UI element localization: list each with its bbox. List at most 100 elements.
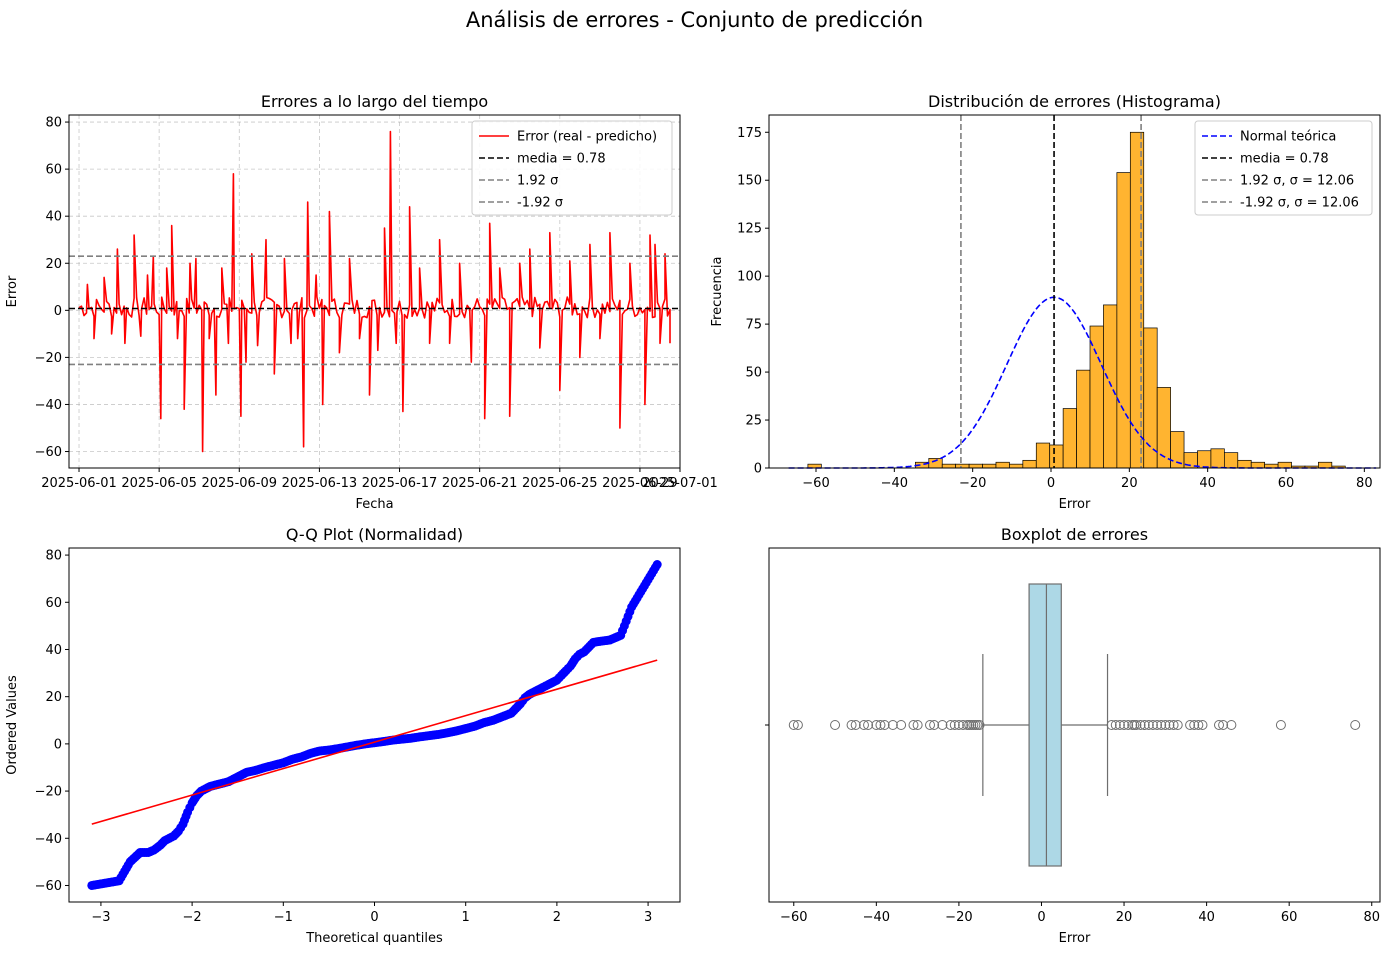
box-outlier: [929, 720, 940, 730]
hist-xtick-label: −20: [959, 476, 986, 491]
box-outlier: [1106, 720, 1117, 730]
qq-xtick-label: 0: [370, 910, 378, 925]
box-outlier: [1185, 720, 1196, 730]
qq-ytick-label: 40: [45, 643, 62, 658]
box-outlier: [830, 720, 841, 730]
hist-bar: [955, 463, 970, 469]
box-outlier: [974, 720, 985, 730]
box-xtick-label: 20: [1116, 910, 1133, 925]
ts-xtick-label: 2025-06-29: [602, 476, 678, 491]
ts-legend-label: -1.92 σ: [517, 196, 563, 211]
box-title: Boxplot de errores: [1001, 525, 1148, 544]
hist-legend-label: media = 0.78: [1240, 152, 1329, 167]
ts-ytick-label: 80: [45, 116, 62, 131]
hist-bar: [1103, 304, 1118, 469]
hist-ytick-label: 25: [745, 414, 762, 429]
hist-bar: [1210, 448, 1225, 469]
hist-legend-label: 1.92 σ, σ = 12.06: [1240, 174, 1354, 189]
qq-xtick-label: 2: [553, 910, 561, 925]
box-outlier: [1143, 720, 1154, 730]
hist-bar: [941, 463, 957, 469]
ts-xtick-label: 2025-06-17: [362, 476, 438, 491]
hist-bar: [1049, 444, 1064, 469]
ts-ytick-label: 0: [54, 304, 62, 319]
box-iqr: [1028, 583, 1062, 867]
ts-xtick-label: 2025-07-01: [642, 476, 718, 491]
box-outlier: [1152, 720, 1163, 730]
qq-xlabel: Theoretical quantiles: [305, 931, 443, 946]
qq-frame: [68, 547, 681, 903]
box-outlier: [1160, 720, 1171, 730]
ts-legend-label: media = 0.78: [517, 152, 606, 167]
hist-ytick-label: 100: [737, 270, 762, 285]
box-outlier: [1139, 720, 1150, 730]
hist-bar: [1089, 325, 1104, 469]
box-outlier: [792, 720, 803, 730]
box-outlier: [1131, 720, 1142, 730]
box-outlier: [1189, 720, 1200, 730]
box-outlier: [1350, 720, 1361, 730]
ts-ytick-label: −60: [35, 445, 62, 460]
ts-xtick-label: 2025-06-21: [442, 476, 518, 491]
box-outlier: [875, 720, 886, 730]
hist-bar: [1224, 452, 1239, 469]
hist-bar: [1237, 459, 1252, 469]
box-outlier: [1114, 720, 1125, 730]
hist-xtick-label: 80: [1356, 476, 1373, 491]
hist-ytick-label: 125: [737, 222, 762, 237]
ts-ytick-label: −20: [35, 351, 62, 366]
qq-title: Q-Q Plot (Normalidad): [286, 525, 463, 544]
hist-bar: [995, 461, 1010, 469]
box-outlier: [1110, 720, 1121, 730]
box-outlier: [937, 720, 948, 730]
box-outlier: [879, 720, 890, 730]
box-outlier: [1213, 720, 1224, 730]
hist-ytick-label: 50: [745, 366, 762, 381]
ts-ylabel: Error: [5, 275, 20, 307]
hist-ytick-label: 175: [737, 126, 762, 141]
box-xtick-label: −60: [780, 910, 807, 925]
hist-bar: [1035, 442, 1051, 469]
ts-legend-label: Error (real - predicho): [517, 130, 657, 145]
ts-ytick-label: 20: [45, 257, 62, 272]
box-outlier: [788, 720, 799, 730]
box-outlier: [1218, 720, 1229, 730]
ts-xtick-label: 2025-06-01: [41, 476, 117, 491]
qq-ytick-label: −20: [35, 785, 62, 800]
box-outlier: [863, 720, 874, 730]
hist-legend: [1194, 120, 1373, 216]
ts-ytick-label: 40: [45, 210, 62, 225]
hist-bar: [1062, 408, 1077, 469]
box-outlier: [887, 720, 898, 730]
box-frame: [768, 547, 1381, 903]
box-outlier: [1226, 720, 1237, 730]
hist-legend-label: -1.92 σ, σ = 12.06: [1240, 196, 1359, 211]
qq-point: [652, 560, 662, 570]
box-outlier: [1135, 720, 1146, 730]
ts-xtick-label: 2025-06-09: [201, 476, 277, 491]
hist-ytick-label: 150: [737, 174, 762, 189]
hist-ytick-label: 75: [745, 318, 762, 333]
box-xtick-label: 60: [1281, 910, 1298, 925]
box-outlier: [949, 720, 960, 730]
box-outlier: [1119, 720, 1130, 730]
hist-bar: [1277, 461, 1292, 469]
box-xtick-label: 0: [1037, 910, 1045, 925]
box-outlier: [896, 720, 907, 730]
hist-bar: [1022, 459, 1037, 469]
hist-xtick-label: 40: [1199, 476, 1216, 491]
box-xlabel: Error: [1059, 931, 1091, 946]
qq-ytick-label: 0: [54, 737, 62, 752]
box-outlier: [1156, 720, 1167, 730]
hist-title: Distribución de errores (Histograma): [928, 92, 1221, 111]
box-outlier: [850, 720, 861, 730]
qq-xtick-label: 3: [644, 910, 652, 925]
box-outlier: [945, 720, 956, 730]
box-outlier: [925, 720, 936, 730]
hist-xtick-label: −60: [802, 476, 829, 491]
qq-ytick-label: 80: [45, 549, 62, 564]
box-outlier: [908, 720, 919, 730]
ts-xtick-label: 2025-06-13: [282, 476, 358, 491]
hist-legend-label: Normal teórica: [1240, 130, 1336, 145]
hist-xlabel: Error: [1059, 497, 1091, 512]
